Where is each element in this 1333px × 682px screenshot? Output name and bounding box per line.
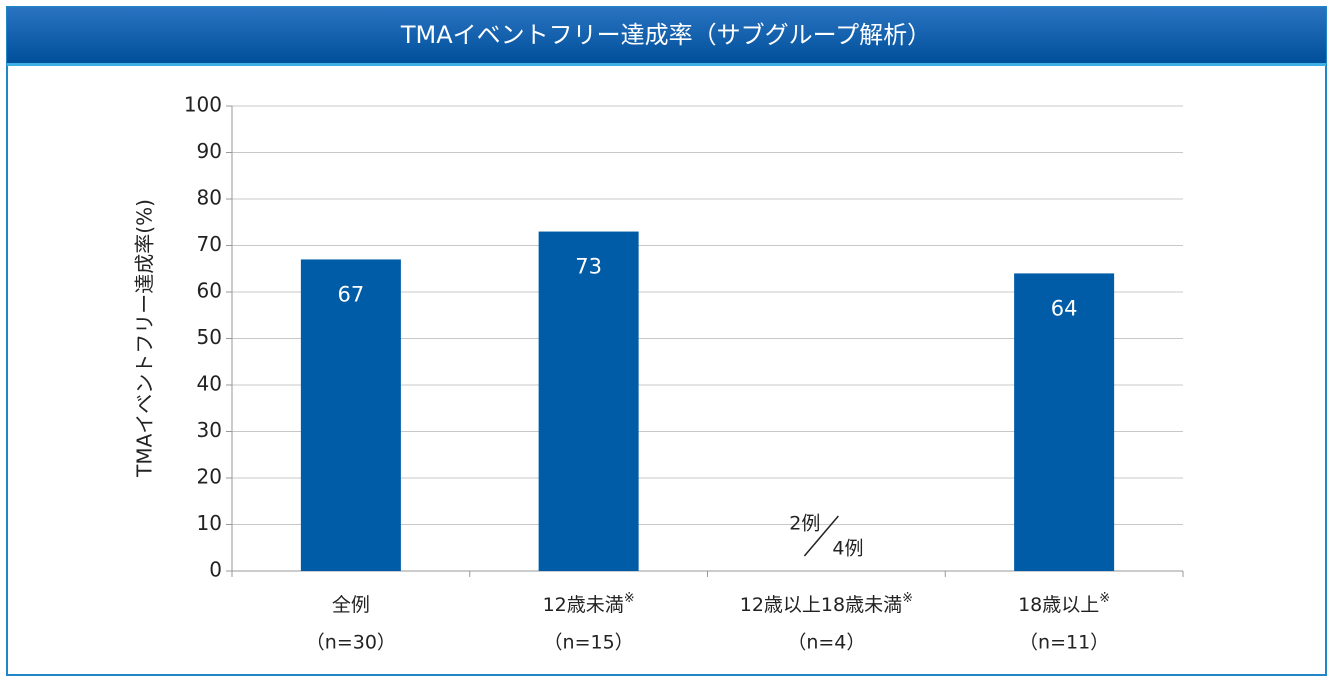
x-tick-label: 12歳未満※ — [543, 591, 635, 616]
category-note: （n=30） — [306, 632, 396, 654]
y-tick-label: 50 — [197, 325, 222, 349]
y-tick-label: 20 — [197, 465, 222, 489]
bar — [1014, 273, 1115, 571]
x-tick-label: 全例 — [332, 594, 370, 616]
annotation-slash — [803, 515, 839, 557]
category-note: （n=15） — [544, 632, 634, 654]
footnote-mark: ※ — [624, 591, 635, 606]
y-axis-label: TMAイベントフリー達成率(%) — [133, 199, 157, 478]
x-tick-label: 18歳以上※ — [1018, 591, 1110, 616]
footnote-mark: ※ — [902, 591, 913, 606]
category-name: 12歳未満 — [543, 594, 624, 616]
header-rule — [7, 63, 1326, 66]
bar — [300, 259, 401, 571]
value-label: 73 — [575, 255, 602, 279]
category-name: 18歳以上 — [1018, 594, 1099, 616]
category-name: 12歳以上18歳未満 — [740, 594, 902, 616]
bar — [538, 231, 639, 572]
category-name: 全例 — [332, 594, 370, 616]
y-tick-label: 10 — [197, 511, 222, 535]
category-note: （n=11） — [1019, 632, 1109, 654]
y-tick-label: 100 — [184, 93, 222, 117]
footnote-mark: ※ — [1099, 591, 1110, 606]
header — [7, 7, 1326, 63]
x-tick-label: 12歳以上18歳未満※ — [740, 591, 913, 616]
y-tick-label: 30 — [197, 418, 222, 442]
annotation: 2例 — [789, 513, 820, 535]
value-label: 64 — [1051, 296, 1078, 320]
category-note: （n=4） — [787, 632, 865, 654]
y-tick-label: 0 — [209, 558, 222, 582]
y-tick-label: 80 — [197, 186, 222, 210]
y-tick-label: 60 — [197, 279, 222, 303]
value-label: 67 — [338, 282, 365, 306]
y-tick-label: 70 — [197, 232, 222, 256]
y-tick-label: 90 — [197, 139, 222, 163]
annotation: 4例 — [832, 538, 863, 560]
chart-title: TMAイベントフリー達成率（サブグループ解析） — [400, 21, 931, 49]
y-tick-label: 40 — [197, 372, 222, 396]
